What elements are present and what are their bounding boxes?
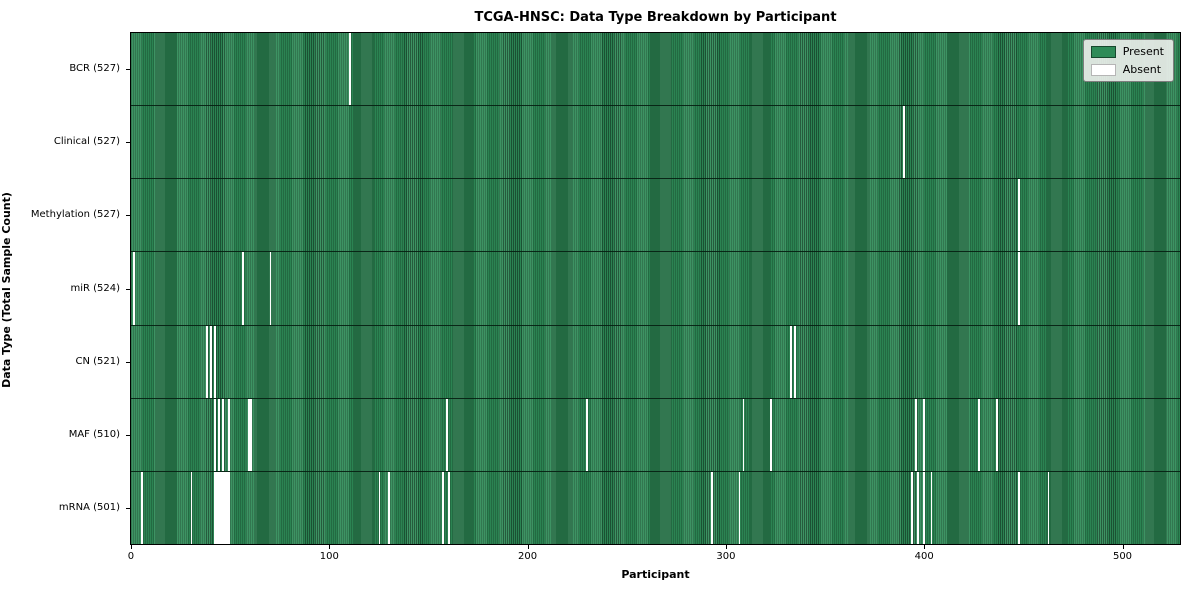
absent-gap <box>216 471 218 544</box>
absent-gap <box>916 471 919 544</box>
y-tick-label: MAF (510) <box>68 429 120 441</box>
absent-gap <box>214 325 216 398</box>
chart-title: TCGA-HNSC: Data Type Breakdown by Partic… <box>474 10 837 25</box>
absent-gap <box>226 471 228 544</box>
absent-gap <box>996 398 998 471</box>
y-tick-label: Methylation (527) <box>30 209 120 221</box>
absent-swatch-icon <box>1090 63 1116 76</box>
absent-gap <box>910 471 913 544</box>
absent-gap <box>224 471 226 544</box>
absent-gap <box>922 471 925 544</box>
plot-area: Present Absent <box>130 32 1181 545</box>
absent-gap <box>378 471 381 544</box>
row-mir <box>131 252 1180 326</box>
absent-gap <box>903 106 905 179</box>
absent-gap <box>1017 252 1020 325</box>
row-methylation <box>131 179 1180 253</box>
absent-gap <box>249 398 252 471</box>
row-bcr <box>131 33 1180 107</box>
absent-gap <box>738 471 741 544</box>
x-tick-label: 200 <box>518 551 538 562</box>
absent-gap <box>790 325 792 398</box>
absent-gap <box>914 398 917 471</box>
x-tick-label: 400 <box>914 551 934 562</box>
absent-gap <box>190 471 193 544</box>
absent-gap <box>586 398 589 471</box>
absent-gap <box>794 325 796 398</box>
legend-item-present: Present <box>1090 45 1164 58</box>
y-tick-label: Clinical (527) <box>53 135 120 147</box>
x-tick-label: 500 <box>1112 551 1133 562</box>
absent-gap <box>388 471 391 544</box>
absent-gap <box>742 398 745 471</box>
x-tick-mark <box>329 545 331 549</box>
x-tick-mark <box>527 545 529 549</box>
row-clinical <box>131 106 1180 180</box>
y-tick-label: BCR (527) <box>69 62 120 74</box>
x-tick-mark <box>725 545 727 549</box>
row-maf <box>131 398 1180 472</box>
absent-gap <box>978 398 980 471</box>
x-tick-label: 300 <box>716 551 736 562</box>
x-tick-mark <box>1122 545 1124 549</box>
y-tick-mark <box>126 288 130 290</box>
absent-gap <box>1047 471 1050 544</box>
y-tick-mark <box>126 435 130 437</box>
absent-gap <box>220 471 222 544</box>
absent-gap <box>441 471 444 544</box>
absent-gap <box>711 471 713 544</box>
absent-gap <box>269 252 272 325</box>
absent-gap <box>241 252 244 325</box>
absent-gap <box>214 398 216 471</box>
absent-gap <box>141 471 143 544</box>
y-tick-mark <box>126 215 130 217</box>
x-tick-label: 100 <box>319 551 339 562</box>
absent-gap <box>348 33 351 106</box>
absent-gap <box>222 471 224 544</box>
y-tick-mark <box>126 508 130 510</box>
absent-gap <box>228 398 230 471</box>
legend-item-absent: Absent <box>1090 63 1164 76</box>
x-tick-label: 0 <box>127 551 135 562</box>
absent-gap <box>218 471 220 544</box>
absent-gap <box>210 325 212 398</box>
row-cn <box>131 325 1180 399</box>
absent-gap <box>247 398 250 471</box>
y-tick-mark <box>126 361 130 363</box>
legend-absent-label: Absent <box>1122 63 1162 76</box>
absent-gap <box>445 398 448 471</box>
absent-gap <box>922 398 925 471</box>
absent-gap <box>1017 471 1020 544</box>
x-tick-mark <box>924 545 926 549</box>
absent-gap <box>218 398 220 471</box>
y-tick-label: miR (524) <box>70 282 120 294</box>
legend-present-label: Present <box>1122 45 1164 58</box>
y-tick-mark <box>126 68 130 70</box>
absent-gap <box>133 252 135 325</box>
row-mrna <box>131 471 1180 544</box>
absent-gap <box>447 471 450 544</box>
y-tick-label: CN (521) <box>75 355 120 367</box>
absent-gap <box>228 471 230 544</box>
absent-gap <box>222 398 224 471</box>
absent-gap <box>206 325 209 398</box>
y-tick-label: mRNA (501) <box>58 502 120 514</box>
absent-gap <box>930 471 933 544</box>
absent-gap <box>1017 179 1020 252</box>
x-axis-label: Participant <box>621 568 690 581</box>
absent-gap <box>214 471 216 544</box>
legend: Present Absent <box>1082 39 1174 82</box>
y-tick-mark <box>126 141 130 143</box>
absent-gap <box>770 398 773 471</box>
present-swatch-icon <box>1090 45 1116 58</box>
x-tick-mark <box>130 545 132 549</box>
